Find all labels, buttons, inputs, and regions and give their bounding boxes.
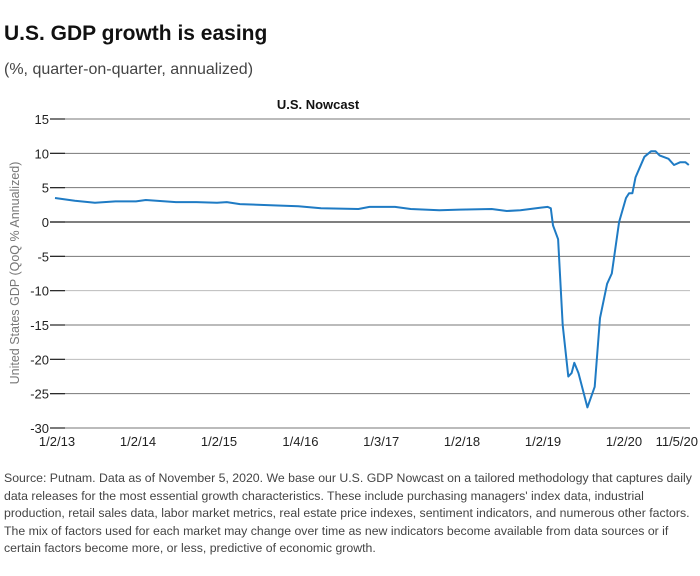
x-tick-label: 1/2/15 [201, 434, 237, 449]
x-tick-label: 1/3/17 [363, 434, 399, 449]
source-note: Source: Putnam. Data as of November 5, 2… [4, 471, 692, 555]
y-tick-label: -25 [30, 387, 49, 402]
x-tick-label: 11/5/20 [656, 434, 698, 449]
figure-subtitle: (%, quarter-on-quarter, annualized) [4, 61, 254, 78]
y-tick-label: -30 [30, 421, 49, 436]
chart-title: U.S. Nowcast [277, 97, 360, 112]
y-tick-label: 5 [42, 181, 49, 196]
y-tick-label: 0 [42, 215, 49, 230]
line-chart: U.S. Nowcast United States GDP (QoQ % An… [8, 97, 698, 449]
y-axis-label: United States GDP (QoQ % Annualized) [8, 162, 22, 385]
x-tick-label: 1/4/16 [282, 434, 318, 449]
y-tick-label: 15 [35, 112, 49, 127]
y-tick-label: -5 [37, 249, 49, 264]
x-tick-label: 1/2/19 [525, 434, 561, 449]
x-tick-label: 1/2/20 [606, 434, 642, 449]
y-tick-label: -10 [30, 284, 49, 299]
nowcast-series-line [54, 150, 690, 409]
x-tick-label: 1/2/13 [39, 434, 75, 449]
y-tick-label: -15 [30, 318, 49, 333]
y-tick-label: 10 [35, 146, 49, 161]
figure-title: U.S. GDP growth is easing [4, 22, 268, 45]
x-tick-label: 1/2/14 [120, 434, 156, 449]
y-tick-label: -20 [30, 352, 49, 367]
x-tick-label: 1/2/18 [444, 434, 480, 449]
